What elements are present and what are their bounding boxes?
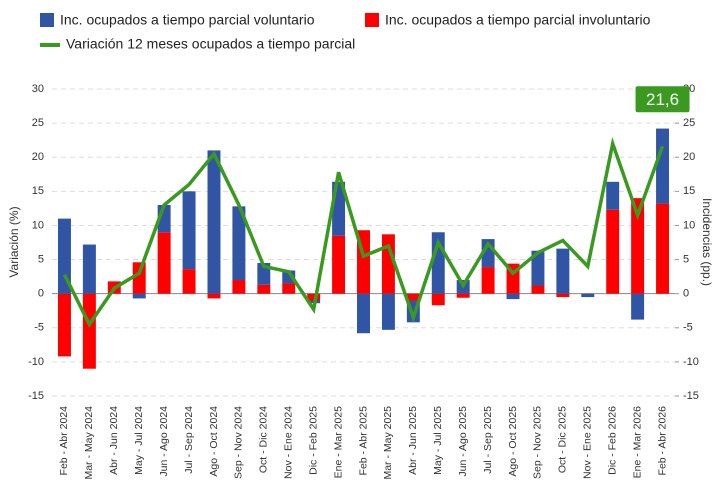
x-tick-label: Dic - Feb 2025	[307, 406, 319, 475]
bar	[82, 244, 96, 294]
bar	[257, 284, 271, 294]
y2-tick-label: 0	[683, 288, 689, 300]
bar	[132, 293, 146, 299]
x-tick-label: Ago - Oct 2024	[208, 406, 220, 477]
bar	[232, 280, 246, 294]
bar	[631, 198, 645, 294]
bar	[381, 293, 395, 330]
bar	[656, 128, 670, 204]
bar	[207, 293, 221, 299]
x-tick-label: Feb - Abr 2024	[58, 406, 70, 476]
x-tick-label: Jun - Ago 2024	[158, 406, 170, 477]
bar	[57, 218, 71, 294]
line	[62, 136, 665, 328]
x-tick-label: Ene - Mar 2026	[631, 406, 643, 479]
x-tick-label: Ene - Mar 2025	[332, 406, 344, 479]
x-tick-label: Jul - Sep 2025	[482, 406, 494, 474]
bar	[357, 293, 370, 334]
y-tick-label: 0	[38, 288, 44, 300]
x-tick-label: Feb - Abr 2025	[357, 406, 369, 476]
bar	[282, 283, 296, 294]
legend-label: Inc. ocupados a tiempo parcial voluntari…	[60, 12, 315, 28]
x-tick-label: Jul - Sep 2024	[183, 406, 195, 474]
x-tick-label: May - Jul 2024	[133, 406, 145, 475]
bar	[631, 293, 645, 320]
x-tick-label: Oct - Dic 2024	[258, 406, 270, 473]
annotation-box	[635, 86, 690, 113]
x-tick-label: Abr - Jun 2025	[407, 406, 419, 475]
x-tick-label: Mar - May 2025	[382, 406, 394, 480]
x-tick-label: Sep - Nov 2024	[233, 406, 245, 479]
y-tick-label: 5	[38, 253, 44, 265]
y2-tick-label: -5	[683, 322, 693, 334]
bar	[606, 209, 620, 294]
bar	[182, 269, 196, 294]
y2-tick-label: 25	[683, 117, 695, 129]
y2-tick-label: 20	[683, 151, 695, 163]
y-tick-label: 15	[32, 185, 44, 197]
y2-tick-label: 15	[683, 185, 695, 197]
bar	[132, 262, 146, 294]
y2-tick-label: -15	[683, 390, 699, 402]
y2-tick-label: -10	[683, 356, 699, 368]
bar	[531, 250, 545, 286]
bar	[606, 181, 620, 210]
x-tick-label: Jun - Ago 2025	[457, 406, 469, 477]
bar	[406, 293, 420, 301]
y2-axis-title: Incidencias (pp.)	[700, 198, 714, 286]
bar	[531, 285, 545, 294]
bar	[381, 234, 395, 294]
bar	[157, 232, 171, 294]
y-tick-label: -15	[28, 390, 44, 402]
x-tick-label: Nov - Ene 2024	[283, 406, 295, 479]
bar	[556, 248, 570, 294]
y-axis-title: Variación (%)	[7, 206, 21, 277]
y-tick-label: 10	[32, 219, 44, 231]
x-tick-label: Sep - Nov 2025	[532, 406, 544, 479]
legend-label: Inc. ocupados a tiempo parcial involunta…	[385, 12, 651, 28]
x-tick-label: Oct - Dic 2025	[557, 406, 569, 473]
x-tick-label: May - Jul 2025	[432, 406, 444, 475]
data-label: 21,6	[646, 90, 679, 109]
x-tick-label: Feb - Abr 2026	[656, 406, 668, 476]
bar	[506, 293, 520, 300]
y2-tick-label: 5	[683, 253, 689, 265]
y-tick-label: 25	[32, 117, 44, 129]
bar	[481, 267, 495, 294]
bar	[556, 293, 570, 298]
y-tick-label: -5	[34, 322, 44, 334]
legend-swatch	[40, 13, 54, 27]
bar	[581, 293, 595, 298]
bar	[332, 235, 346, 294]
x-tick-label: Abr - Jun 2024	[108, 406, 120, 475]
y-tick-label: -10	[28, 356, 44, 368]
bar	[431, 293, 445, 306]
x-tick-label: Ago - Oct 2025	[507, 406, 519, 477]
bar	[307, 293, 321, 301]
y-tick-label: 30	[32, 83, 44, 95]
x-tick-label: Mar - May 2024	[83, 406, 95, 480]
x-tick-label: Nov - Ene 2025	[582, 406, 594, 479]
y2-tick-label: 10	[683, 219, 695, 231]
bar	[57, 293, 71, 357]
bar	[182, 191, 196, 270]
legend: Inc. ocupados a tiempo parcial voluntari…	[40, 12, 651, 52]
x-tick-label: Dic - Feb 2026	[606, 406, 618, 475]
bar	[656, 203, 670, 294]
y-tick-label: 20	[32, 151, 44, 163]
bar	[207, 150, 221, 294]
bar	[232, 206, 246, 281]
bar	[82, 293, 96, 369]
legend-label: Variación 12 meses ocupados a tiempo par…	[66, 36, 355, 52]
bar	[456, 293, 470, 298]
legend-swatch	[365, 13, 379, 27]
